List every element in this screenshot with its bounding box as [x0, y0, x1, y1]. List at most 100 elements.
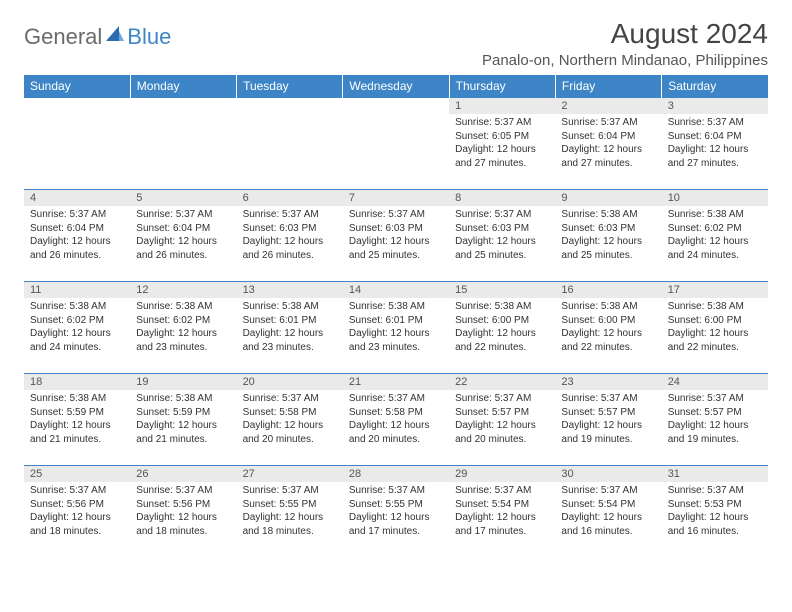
sunset-text: Sunset: 6:05 PM	[455, 130, 549, 144]
calendar-day-empty	[237, 98, 343, 190]
day-number: 17	[662, 282, 768, 298]
sunrise-text: Sunrise: 5:38 AM	[668, 300, 762, 314]
calendar-day: 11Sunrise: 5:38 AMSunset: 6:02 PMDayligh…	[24, 282, 130, 374]
sunset-text: Sunset: 5:59 PM	[30, 406, 124, 420]
day-data: Sunrise: 5:38 AMSunset: 6:02 PMDaylight:…	[130, 298, 236, 358]
day-number: 25	[24, 466, 130, 482]
calendar-day: 28Sunrise: 5:37 AMSunset: 5:55 PMDayligh…	[343, 466, 449, 558]
day-number: 4	[24, 190, 130, 206]
calendar-day: 6Sunrise: 5:37 AMSunset: 6:03 PMDaylight…	[237, 190, 343, 282]
sunrise-text: Sunrise: 5:38 AM	[243, 300, 337, 314]
day-data: Sunrise: 5:37 AMSunset: 6:03 PMDaylight:…	[237, 206, 343, 266]
sunrise-text: Sunrise: 5:37 AM	[349, 484, 443, 498]
sunrise-text: Sunrise: 5:37 AM	[243, 392, 337, 406]
calendar-week: 25Sunrise: 5:37 AMSunset: 5:56 PMDayligh…	[24, 466, 768, 558]
daylight-text: Daylight: 12 hours and 25 minutes.	[455, 235, 549, 262]
calendar-day: 2Sunrise: 5:37 AMSunset: 6:04 PMDaylight…	[555, 98, 661, 190]
day-number: 3	[662, 98, 768, 114]
day-number: 31	[662, 466, 768, 482]
day-data: Sunrise: 5:37 AMSunset: 5:57 PMDaylight:…	[662, 390, 768, 450]
calendar-day: 22Sunrise: 5:37 AMSunset: 5:57 PMDayligh…	[449, 374, 555, 466]
sunset-text: Sunset: 5:57 PM	[455, 406, 549, 420]
calendar-day: 30Sunrise: 5:37 AMSunset: 5:54 PMDayligh…	[555, 466, 661, 558]
daylight-text: Daylight: 12 hours and 22 minutes.	[561, 327, 655, 354]
day-number: 16	[555, 282, 661, 298]
day-number: 24	[662, 374, 768, 390]
daylight-text: Daylight: 12 hours and 27 minutes.	[455, 143, 549, 170]
sunset-text: Sunset: 6:04 PM	[30, 222, 124, 236]
daylight-text: Daylight: 12 hours and 27 minutes.	[668, 143, 762, 170]
sunset-text: Sunset: 6:00 PM	[455, 314, 549, 328]
logo-text-blue: Blue	[127, 24, 171, 50]
daylight-text: Daylight: 12 hours and 21 minutes.	[136, 419, 230, 446]
sunrise-text: Sunrise: 5:37 AM	[136, 484, 230, 498]
sunset-text: Sunset: 5:54 PM	[455, 498, 549, 512]
day-data: Sunrise: 5:37 AMSunset: 6:03 PMDaylight:…	[449, 206, 555, 266]
day-number: 27	[237, 466, 343, 482]
sunset-text: Sunset: 6:02 PM	[136, 314, 230, 328]
calendar-day: 14Sunrise: 5:38 AMSunset: 6:01 PMDayligh…	[343, 282, 449, 374]
calendar-day: 21Sunrise: 5:37 AMSunset: 5:58 PMDayligh…	[343, 374, 449, 466]
sunrise-text: Sunrise: 5:37 AM	[455, 392, 549, 406]
calendar-day: 31Sunrise: 5:37 AMSunset: 5:53 PMDayligh…	[662, 466, 768, 558]
sunset-text: Sunset: 6:00 PM	[668, 314, 762, 328]
daylight-text: Daylight: 12 hours and 19 minutes.	[668, 419, 762, 446]
calendar-day: 1Sunrise: 5:37 AMSunset: 6:05 PMDaylight…	[449, 98, 555, 190]
calendar-day: 15Sunrise: 5:38 AMSunset: 6:00 PMDayligh…	[449, 282, 555, 374]
day-data: Sunrise: 5:37 AMSunset: 6:04 PMDaylight:…	[24, 206, 130, 266]
calendar-day: 18Sunrise: 5:38 AMSunset: 5:59 PMDayligh…	[24, 374, 130, 466]
day-data: Sunrise: 5:37 AMSunset: 5:55 PMDaylight:…	[237, 482, 343, 542]
day-data: Sunrise: 5:38 AMSunset: 6:02 PMDaylight:…	[662, 206, 768, 266]
sunset-text: Sunset: 6:00 PM	[561, 314, 655, 328]
daylight-text: Daylight: 12 hours and 26 minutes.	[243, 235, 337, 262]
day-data: Sunrise: 5:37 AMSunset: 5:57 PMDaylight:…	[449, 390, 555, 450]
day-number: 7	[343, 190, 449, 206]
daylight-text: Daylight: 12 hours and 17 minutes.	[455, 511, 549, 538]
sunrise-text: Sunrise: 5:38 AM	[668, 208, 762, 222]
daylight-text: Daylight: 12 hours and 21 minutes.	[30, 419, 124, 446]
day-header: Tuesday	[237, 75, 343, 98]
day-data: Sunrise: 5:37 AMSunset: 5:58 PMDaylight:…	[343, 390, 449, 450]
sunset-text: Sunset: 6:01 PM	[243, 314, 337, 328]
sunrise-text: Sunrise: 5:37 AM	[349, 208, 443, 222]
sail-icon	[106, 26, 124, 49]
day-data: Sunrise: 5:37 AMSunset: 6:04 PMDaylight:…	[555, 114, 661, 174]
daylight-text: Daylight: 12 hours and 23 minutes.	[136, 327, 230, 354]
daylight-text: Daylight: 12 hours and 23 minutes.	[349, 327, 443, 354]
day-number: 15	[449, 282, 555, 298]
daylight-text: Daylight: 12 hours and 24 minutes.	[30, 327, 124, 354]
day-data: Sunrise: 5:38 AMSunset: 6:00 PMDaylight:…	[662, 298, 768, 358]
day-header: Sunday	[24, 75, 130, 98]
day-data: Sunrise: 5:37 AMSunset: 6:04 PMDaylight:…	[130, 206, 236, 266]
calendar-page: General Blue August 2024 Panalo-on, Nort…	[0, 0, 792, 558]
sunset-text: Sunset: 6:03 PM	[561, 222, 655, 236]
sunset-text: Sunset: 5:54 PM	[561, 498, 655, 512]
calendar-head: SundayMondayTuesdayWednesdayThursdayFrid…	[24, 75, 768, 98]
calendar-body: 1Sunrise: 5:37 AMSunset: 6:05 PMDaylight…	[24, 98, 768, 558]
day-data: Sunrise: 5:37 AMSunset: 6:04 PMDaylight:…	[662, 114, 768, 174]
sunrise-text: Sunrise: 5:37 AM	[136, 208, 230, 222]
page-title: August 2024	[482, 18, 768, 50]
sunrise-text: Sunrise: 5:38 AM	[561, 208, 655, 222]
day-header: Friday	[555, 75, 661, 98]
page-subtitle: Panalo-on, Northern Mindanao, Philippine…	[482, 52, 768, 69]
daylight-text: Daylight: 12 hours and 17 minutes.	[349, 511, 443, 538]
daylight-text: Daylight: 12 hours and 18 minutes.	[243, 511, 337, 538]
calendar-week: 1Sunrise: 5:37 AMSunset: 6:05 PMDaylight…	[24, 98, 768, 190]
calendar-day: 3Sunrise: 5:37 AMSunset: 6:04 PMDaylight…	[662, 98, 768, 190]
daylight-text: Daylight: 12 hours and 22 minutes.	[455, 327, 549, 354]
calendar-day: 16Sunrise: 5:38 AMSunset: 6:00 PMDayligh…	[555, 282, 661, 374]
sunrise-text: Sunrise: 5:37 AM	[455, 116, 549, 130]
day-number: 20	[237, 374, 343, 390]
daylight-text: Daylight: 12 hours and 25 minutes.	[349, 235, 443, 262]
day-number: 28	[343, 466, 449, 482]
daylight-text: Daylight: 12 hours and 27 minutes.	[561, 143, 655, 170]
sunrise-text: Sunrise: 5:37 AM	[561, 116, 655, 130]
calendar-day: 24Sunrise: 5:37 AMSunset: 5:57 PMDayligh…	[662, 374, 768, 466]
day-data: Sunrise: 5:38 AMSunset: 6:00 PMDaylight:…	[555, 298, 661, 358]
daylight-text: Daylight: 12 hours and 18 minutes.	[30, 511, 124, 538]
day-number: 2	[555, 98, 661, 114]
day-data: Sunrise: 5:37 AMSunset: 5:54 PMDaylight:…	[449, 482, 555, 542]
calendar-week: 4Sunrise: 5:37 AMSunset: 6:04 PMDaylight…	[24, 190, 768, 282]
sunrise-text: Sunrise: 5:37 AM	[349, 392, 443, 406]
